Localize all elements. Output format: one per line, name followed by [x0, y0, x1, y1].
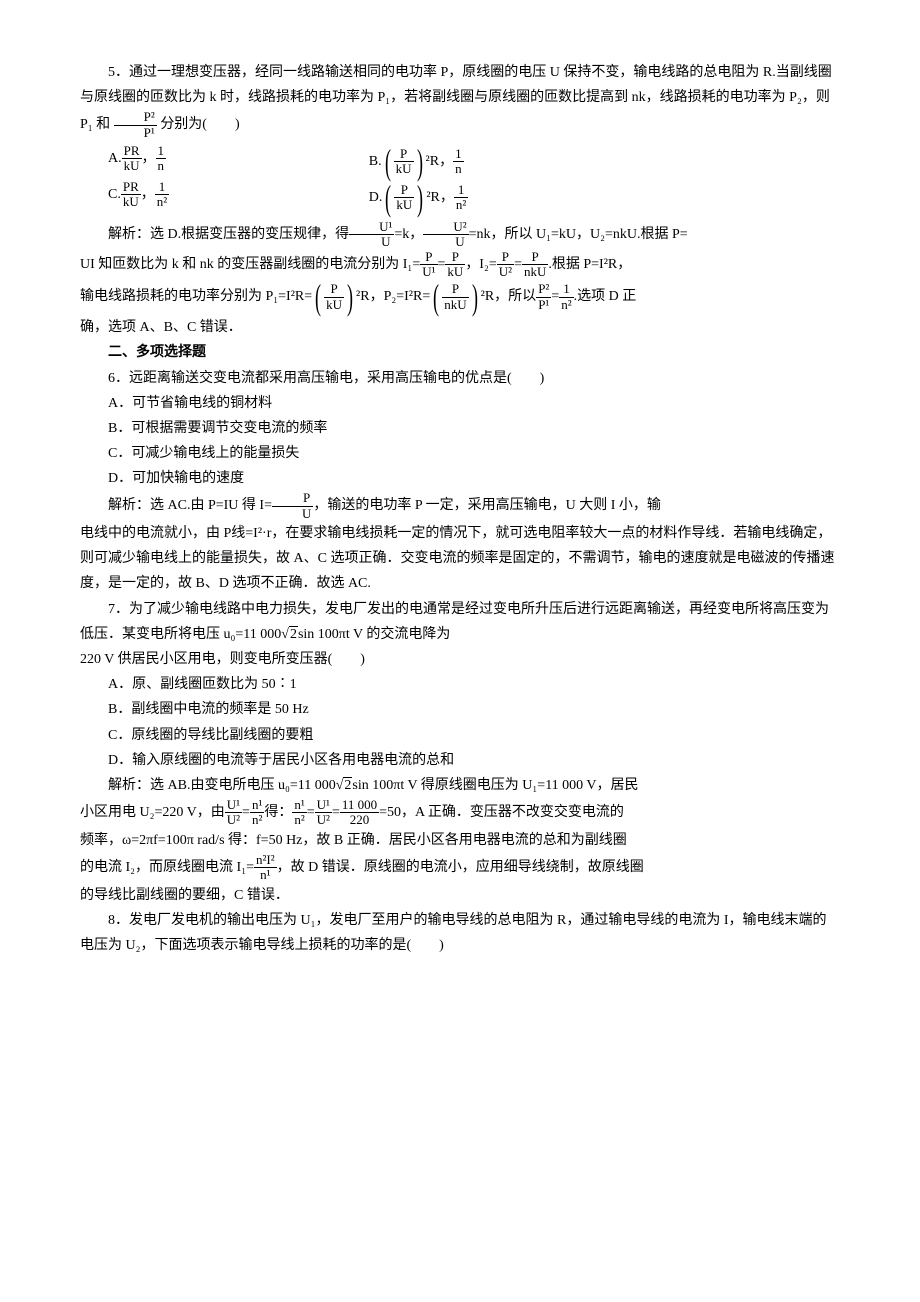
- q7-explain-4: 的电流 I₂，而原线圈电流 I₁=n²I²n¹，故 D 错误．原线圈的电流小，应…: [80, 853, 840, 883]
- q5-options: A.PRkU，1n B.(PkU)²R，1n C.PRkU，1n² D.(PkU…: [80, 144, 840, 216]
- q7-explain-2: 小区用电 U₂=220 V，由U¹U²=n¹n²得：n¹n²=U¹U²=11 0…: [80, 798, 840, 828]
- q6-opt-c: C．可减少输电线上的能量损失: [80, 441, 840, 466]
- q5-explain-1: 解析：选 D.根据变压器的变压规律，得U¹U=k，U²U=nk，所以 U₁=kU…: [80, 220, 840, 250]
- q5-frac: P² P¹: [114, 110, 157, 140]
- q5-stem-end: 分别为( ): [160, 117, 239, 132]
- q7-explain-5: 的导线比副线圈的要细，C 错误．: [80, 883, 840, 908]
- q7-opt-b: B．副线圈中电流的频率是 50 Hz: [80, 697, 840, 722]
- q6-opt-d: D．可加快输电的速度: [80, 466, 840, 491]
- q7-text: 7．为了减少输电线路中电力损失，发电厂发出的电通常是经过变电所升压后进行远距离输…: [80, 597, 840, 647]
- q6-explain-2: 电线中的电流就小，由 P线=I²·r，在要求输电线损耗一定的情况下，就可选电阻率…: [80, 521, 840, 597]
- q5-text: 5．通过一理想变压器，经同一线路输送相同的电功率 P，原线圈的电压 U 保持不变…: [80, 60, 840, 140]
- q6-explain-1: 解析：选 AC.由 P=IU 得 I=PU，输送的电功率 P 一定，采用高压输电…: [80, 491, 840, 521]
- q7-explain-1: 解析：选 AB.由变电所电压 u₀=11 000√2sin 100πt V 得原…: [80, 773, 840, 798]
- q5-explain-2: UI 知匝数比为 k 和 nk 的变压器副线圈的电流分别为 I₁=PU¹=PkU…: [80, 250, 840, 280]
- q8-text: 8．发电厂发电机的输出电压为 U₁，发电厂至用户的输电导线的总电阻为 R，通过输…: [80, 908, 840, 958]
- q5-opt-b: B.(PkU)²R，1n: [369, 144, 840, 180]
- q7-explain-3: 频率，ω=2πf=100π rad/s 得：f=50 Hz，故 B 正确．居民小…: [80, 828, 840, 853]
- q6-opt-b: B．可根据需要调节交变电流的频率: [80, 416, 840, 441]
- q7-opt-d: D．输入原线圈的电流等于居民小区各用电器电流的总和: [80, 748, 840, 773]
- q5-opt-a: A.PRkU，1n: [80, 144, 369, 180]
- q5-opt-c: C.PRkU，1n²: [80, 180, 369, 216]
- q7-text-3: 220 V 供居民小区用电，则变电所变压器( ): [80, 647, 840, 672]
- q5-explain-3: 输电线路损耗的电功率分别为 P₁=I²R=(PkU)²R，P₂=I²R=(Pnk…: [80, 279, 840, 315]
- q7-opt-a: A．原、副线圈匝数比为 50∶1: [80, 672, 840, 697]
- section-2-title: 二、多项选择题: [80, 340, 840, 365]
- q7-opt-c: C．原线圈的导线比副线圈的要粗: [80, 723, 840, 748]
- q5-explain-4: 确，选项 A、B、C 错误．: [80, 315, 840, 340]
- q5-opt-d: D.(PkU)²R，1n²: [369, 180, 840, 216]
- q6-opt-a: A．可节省输电线的铜材料: [80, 391, 840, 416]
- q6-text: 6．远距离输送交变电流都采用高压输电，采用高压输电的优点是( ): [80, 366, 840, 391]
